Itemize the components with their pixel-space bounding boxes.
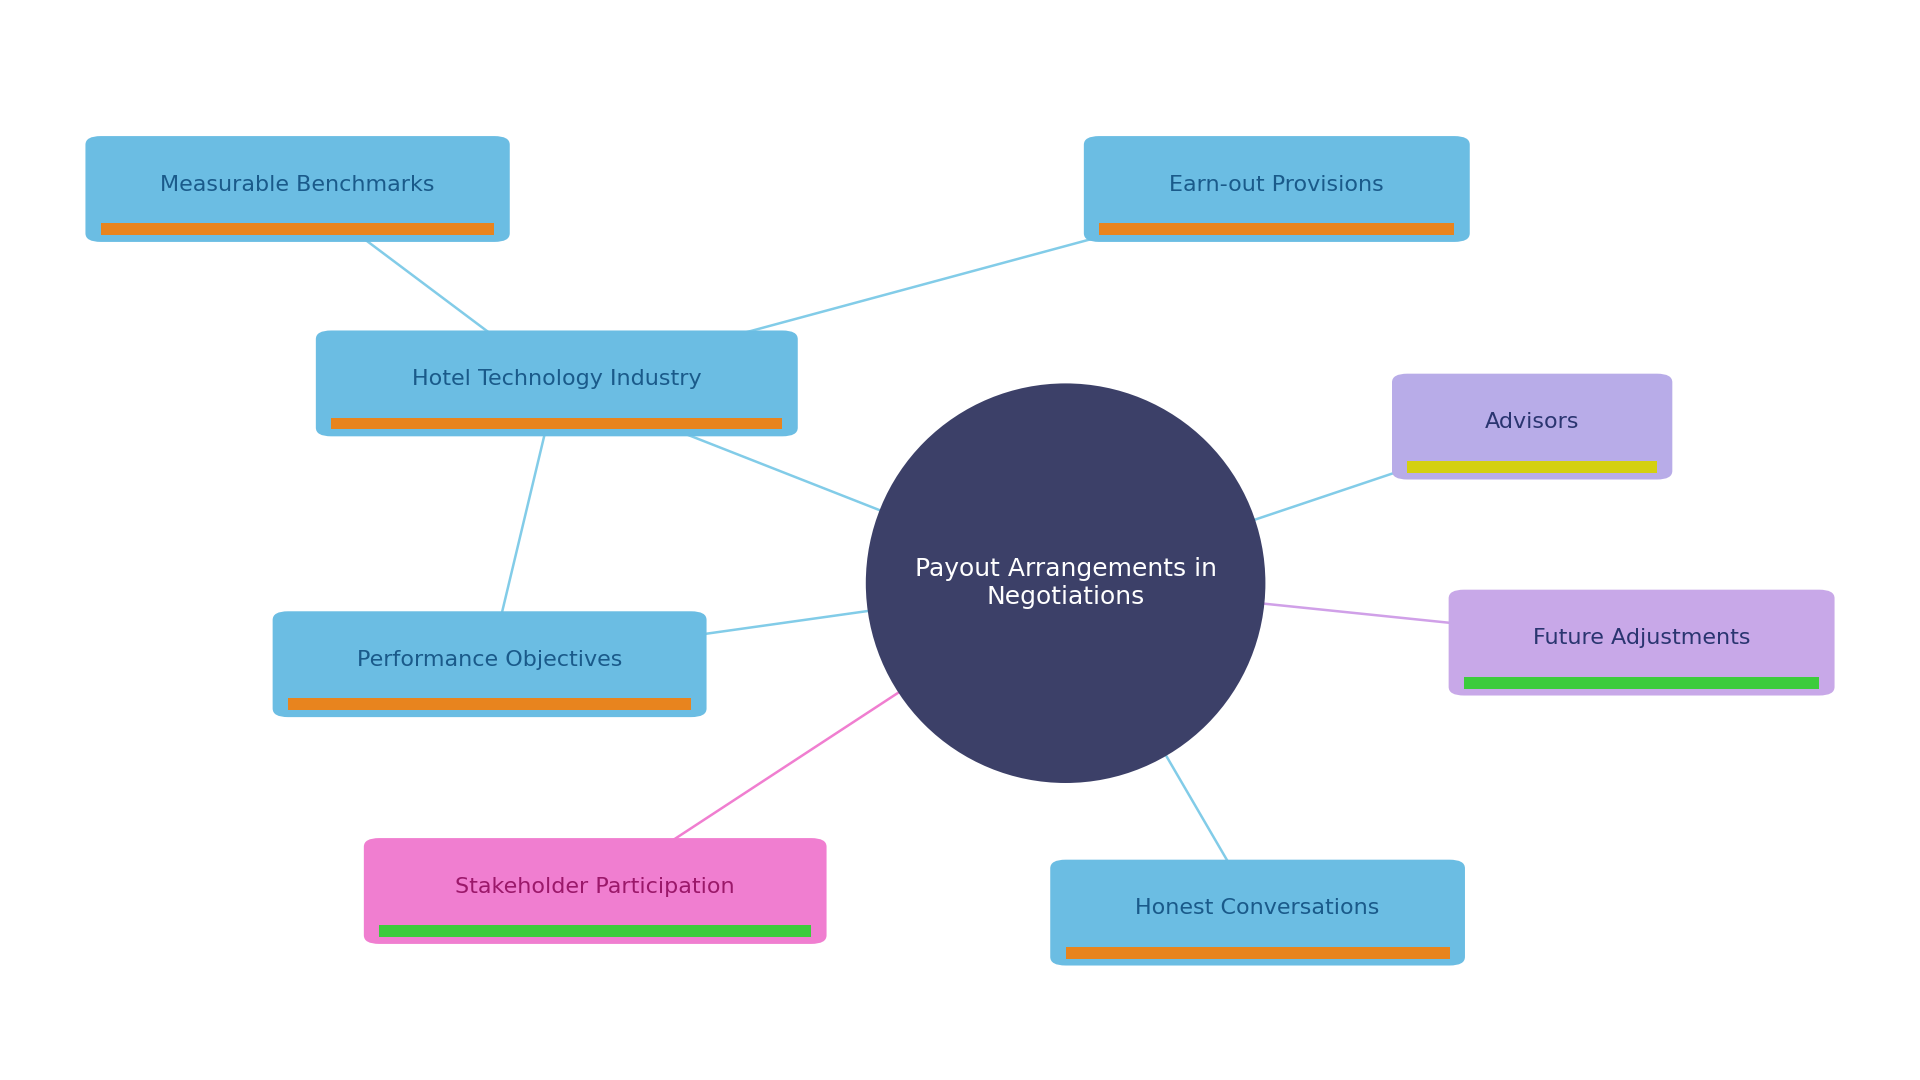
Bar (1407, 461, 1657, 473)
FancyBboxPatch shape (1448, 590, 1834, 696)
Bar (102, 224, 495, 235)
Text: Payout Arrangements in
Negotiations: Payout Arrangements in Negotiations (914, 557, 1217, 609)
Text: Advisors: Advisors (1484, 413, 1580, 432)
FancyBboxPatch shape (1083, 136, 1471, 242)
Text: Future Adjustments: Future Adjustments (1532, 629, 1751, 648)
Text: Earn-out Provisions: Earn-out Provisions (1169, 175, 1384, 194)
FancyBboxPatch shape (1050, 860, 1465, 966)
Text: Performance Objectives: Performance Objectives (357, 650, 622, 670)
Bar (1463, 677, 1820, 689)
Text: Hotel Technology Industry: Hotel Technology Industry (413, 369, 701, 389)
FancyBboxPatch shape (86, 136, 509, 242)
Text: Measurable Benchmarks: Measurable Benchmarks (161, 175, 434, 194)
Bar (330, 418, 783, 430)
FancyBboxPatch shape (273, 611, 707, 717)
Bar (380, 926, 812, 937)
Text: Honest Conversations: Honest Conversations (1135, 899, 1380, 918)
FancyBboxPatch shape (365, 838, 826, 944)
FancyBboxPatch shape (315, 330, 799, 436)
Bar (288, 699, 691, 711)
Bar (1098, 224, 1455, 235)
Text: Stakeholder Participation: Stakeholder Participation (455, 877, 735, 896)
FancyBboxPatch shape (1392, 374, 1672, 480)
Bar (1066, 947, 1450, 959)
Ellipse shape (866, 383, 1265, 783)
